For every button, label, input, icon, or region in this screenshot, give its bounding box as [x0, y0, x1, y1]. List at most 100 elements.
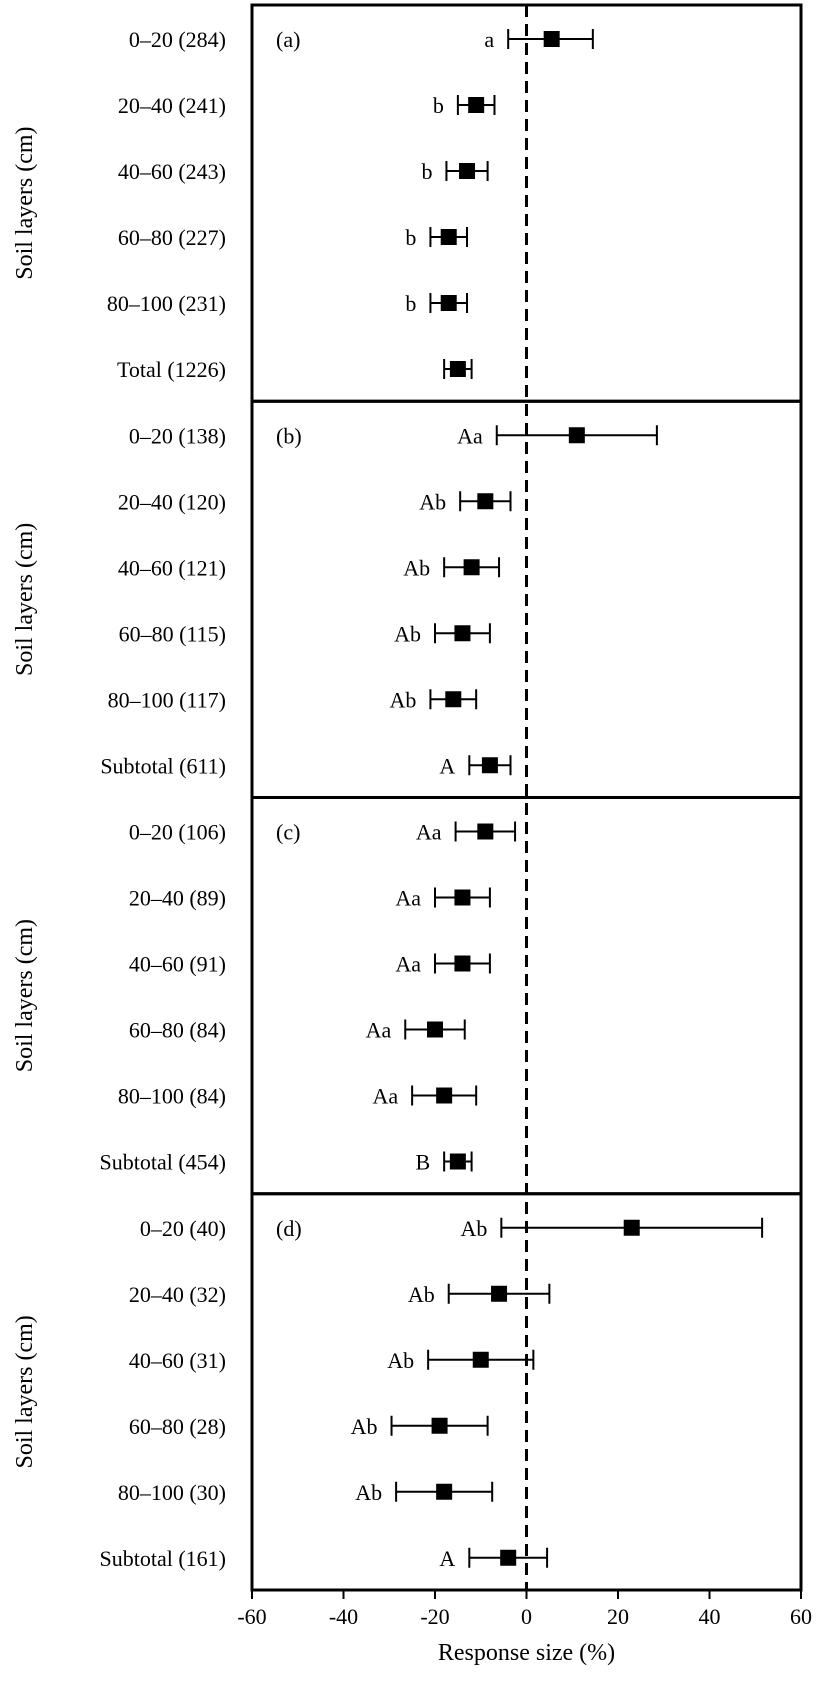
mean-marker: [543, 31, 560, 47]
panel: (b) Soil layers (cm) 0–20 (138) Aa 20–40 (12…: [12, 399, 803, 799]
y-axis-label: Soil layers (cm): [12, 523, 38, 676]
panel-label: (c): [276, 820, 300, 845]
y-axis-label: Soil layers (cm): [12, 919, 38, 1072]
category-label: 60–80 (115): [119, 621, 226, 646]
significance-letter: Ab: [394, 621, 421, 646]
forest-row: 60–80 (28) Ab: [129, 1414, 489, 1439]
mean-marker: [427, 1021, 443, 1038]
mean-marker: [454, 955, 471, 972]
forest-row: Total (1226): [117, 357, 473, 382]
significance-letter: B: [415, 1150, 430, 1175]
forest-row: Subtotal (611) A: [100, 753, 512, 778]
category-label: Subtotal (611): [100, 753, 226, 778]
forest-row: 20–40 (241) b: [118, 93, 496, 118]
y-axis-label: Soil layers (cm): [12, 126, 38, 279]
x-tick-label: -40: [329, 1604, 358, 1629]
category-label: 0–20 (40): [140, 1216, 226, 1241]
forest-row: Subtotal (161) A: [100, 1546, 549, 1571]
significance-letter: A: [439, 753, 455, 778]
mean-marker: [454, 625, 471, 642]
x-axis-label: Response size (%): [438, 1640, 615, 1666]
forest-row: 20–40 (89) Aa: [129, 886, 491, 911]
mean-marker: [459, 163, 476, 179]
forest-row: 80–100 (84) Aa: [118, 1084, 478, 1109]
x-tick-label: -60: [237, 1604, 266, 1629]
category-label: Subtotal (161): [100, 1546, 227, 1571]
forest-row: 20–40 (120) Ab: [118, 489, 512, 514]
category-label: 40–60 (31): [129, 1348, 226, 1373]
category-label: 0–20 (284): [129, 27, 226, 52]
mean-marker: [468, 97, 485, 113]
mean-marker: [491, 1285, 508, 1302]
significance-letter: Aa: [416, 820, 442, 845]
mean-marker: [449, 1153, 466, 1170]
significance-letter: Aa: [372, 1084, 398, 1109]
category-label: 0–20 (138): [129, 423, 226, 448]
significance-letter: Ab: [355, 1480, 382, 1505]
panel-label: (d): [276, 1216, 302, 1241]
mean-marker: [623, 1219, 640, 1236]
category-label: Total (1226): [117, 357, 226, 382]
mean-marker: [440, 229, 457, 245]
x-tick-label: 0: [521, 1604, 532, 1629]
category-label: 60–80 (84): [129, 1018, 226, 1043]
mean-marker: [440, 295, 457, 311]
forest-row: 40–60 (121) Ab: [118, 555, 501, 580]
significance-letter: b: [433, 93, 444, 118]
category-label: 80–100 (117): [108, 687, 226, 712]
x-tick-label: -20: [420, 1604, 449, 1629]
significance-letter: A: [439, 1546, 455, 1571]
significance-letter: Ab: [387, 1348, 414, 1373]
forest-row: 80–100 (30) Ab: [118, 1480, 494, 1505]
significance-letter: Ab: [403, 555, 430, 580]
y-axis-label: Soil layers (cm): [12, 1315, 38, 1468]
significance-letter: Ab: [390, 687, 417, 712]
mean-marker: [454, 889, 471, 906]
category-label: 20–40 (89): [129, 886, 226, 911]
x-axis: -60 -40 -20 0 20 40 60 Response size (%): [237, 1590, 812, 1666]
mean-marker: [500, 1549, 517, 1566]
category-label: 60–80 (227): [118, 225, 226, 250]
mean-marker: [481, 757, 498, 774]
forest-row: 60–80 (84) Aa: [129, 1018, 466, 1043]
category-label: 40–60 (91): [129, 952, 226, 977]
category-label: 0–20 (106): [129, 820, 226, 845]
mean-marker: [472, 1351, 489, 1368]
forest-row: 0–20 (284) a: [129, 27, 594, 52]
category-label: 80–100 (231): [107, 291, 226, 316]
category-label: 80–100 (30): [118, 1480, 226, 1505]
significance-letter: Ab: [351, 1414, 378, 1439]
mean-marker: [436, 1087, 453, 1104]
x-tick-label: 60: [790, 1604, 812, 1629]
forest-row: 60–80 (115) Ab: [119, 621, 491, 646]
forest-row: 0–20 (138) Aa: [129, 423, 658, 448]
significance-letter: Aa: [395, 952, 421, 977]
category-label: 20–40 (32): [129, 1282, 226, 1307]
x-tick-label: 20: [607, 1604, 629, 1629]
forest-row: 40–60 (31) Ab: [129, 1348, 535, 1373]
category-label: 60–80 (28): [129, 1414, 226, 1439]
mean-marker: [445, 691, 462, 708]
forest-row: 0–20 (40) Ab: [140, 1216, 764, 1241]
mean-marker: [449, 361, 466, 377]
panel: (a) Soil layers (cm) 0–20 (284) a 20–40 (241…: [12, 3, 803, 403]
significance-letter: b: [405, 291, 416, 316]
category-label: Subtotal (454): [100, 1150, 227, 1175]
panel-label: (a): [276, 27, 300, 52]
significance-letter: Aa: [395, 886, 421, 911]
category-label: 80–100 (84): [118, 1084, 226, 1109]
mean-marker: [477, 493, 494, 510]
mean-marker: [436, 1483, 453, 1500]
forest-row: 80–100 (231) b: [107, 291, 469, 316]
significance-letter: b: [405, 225, 416, 250]
forest-row: 40–60 (91) Aa: [129, 952, 491, 977]
forest-row: 80–100 (117) Ab: [108, 687, 478, 712]
significance-letter: Aa: [457, 423, 483, 448]
mean-marker: [431, 1417, 448, 1434]
x-tick-label: 40: [699, 1604, 721, 1629]
category-label: 20–40 (241): [118, 93, 226, 118]
significance-letter: Aa: [366, 1018, 392, 1043]
